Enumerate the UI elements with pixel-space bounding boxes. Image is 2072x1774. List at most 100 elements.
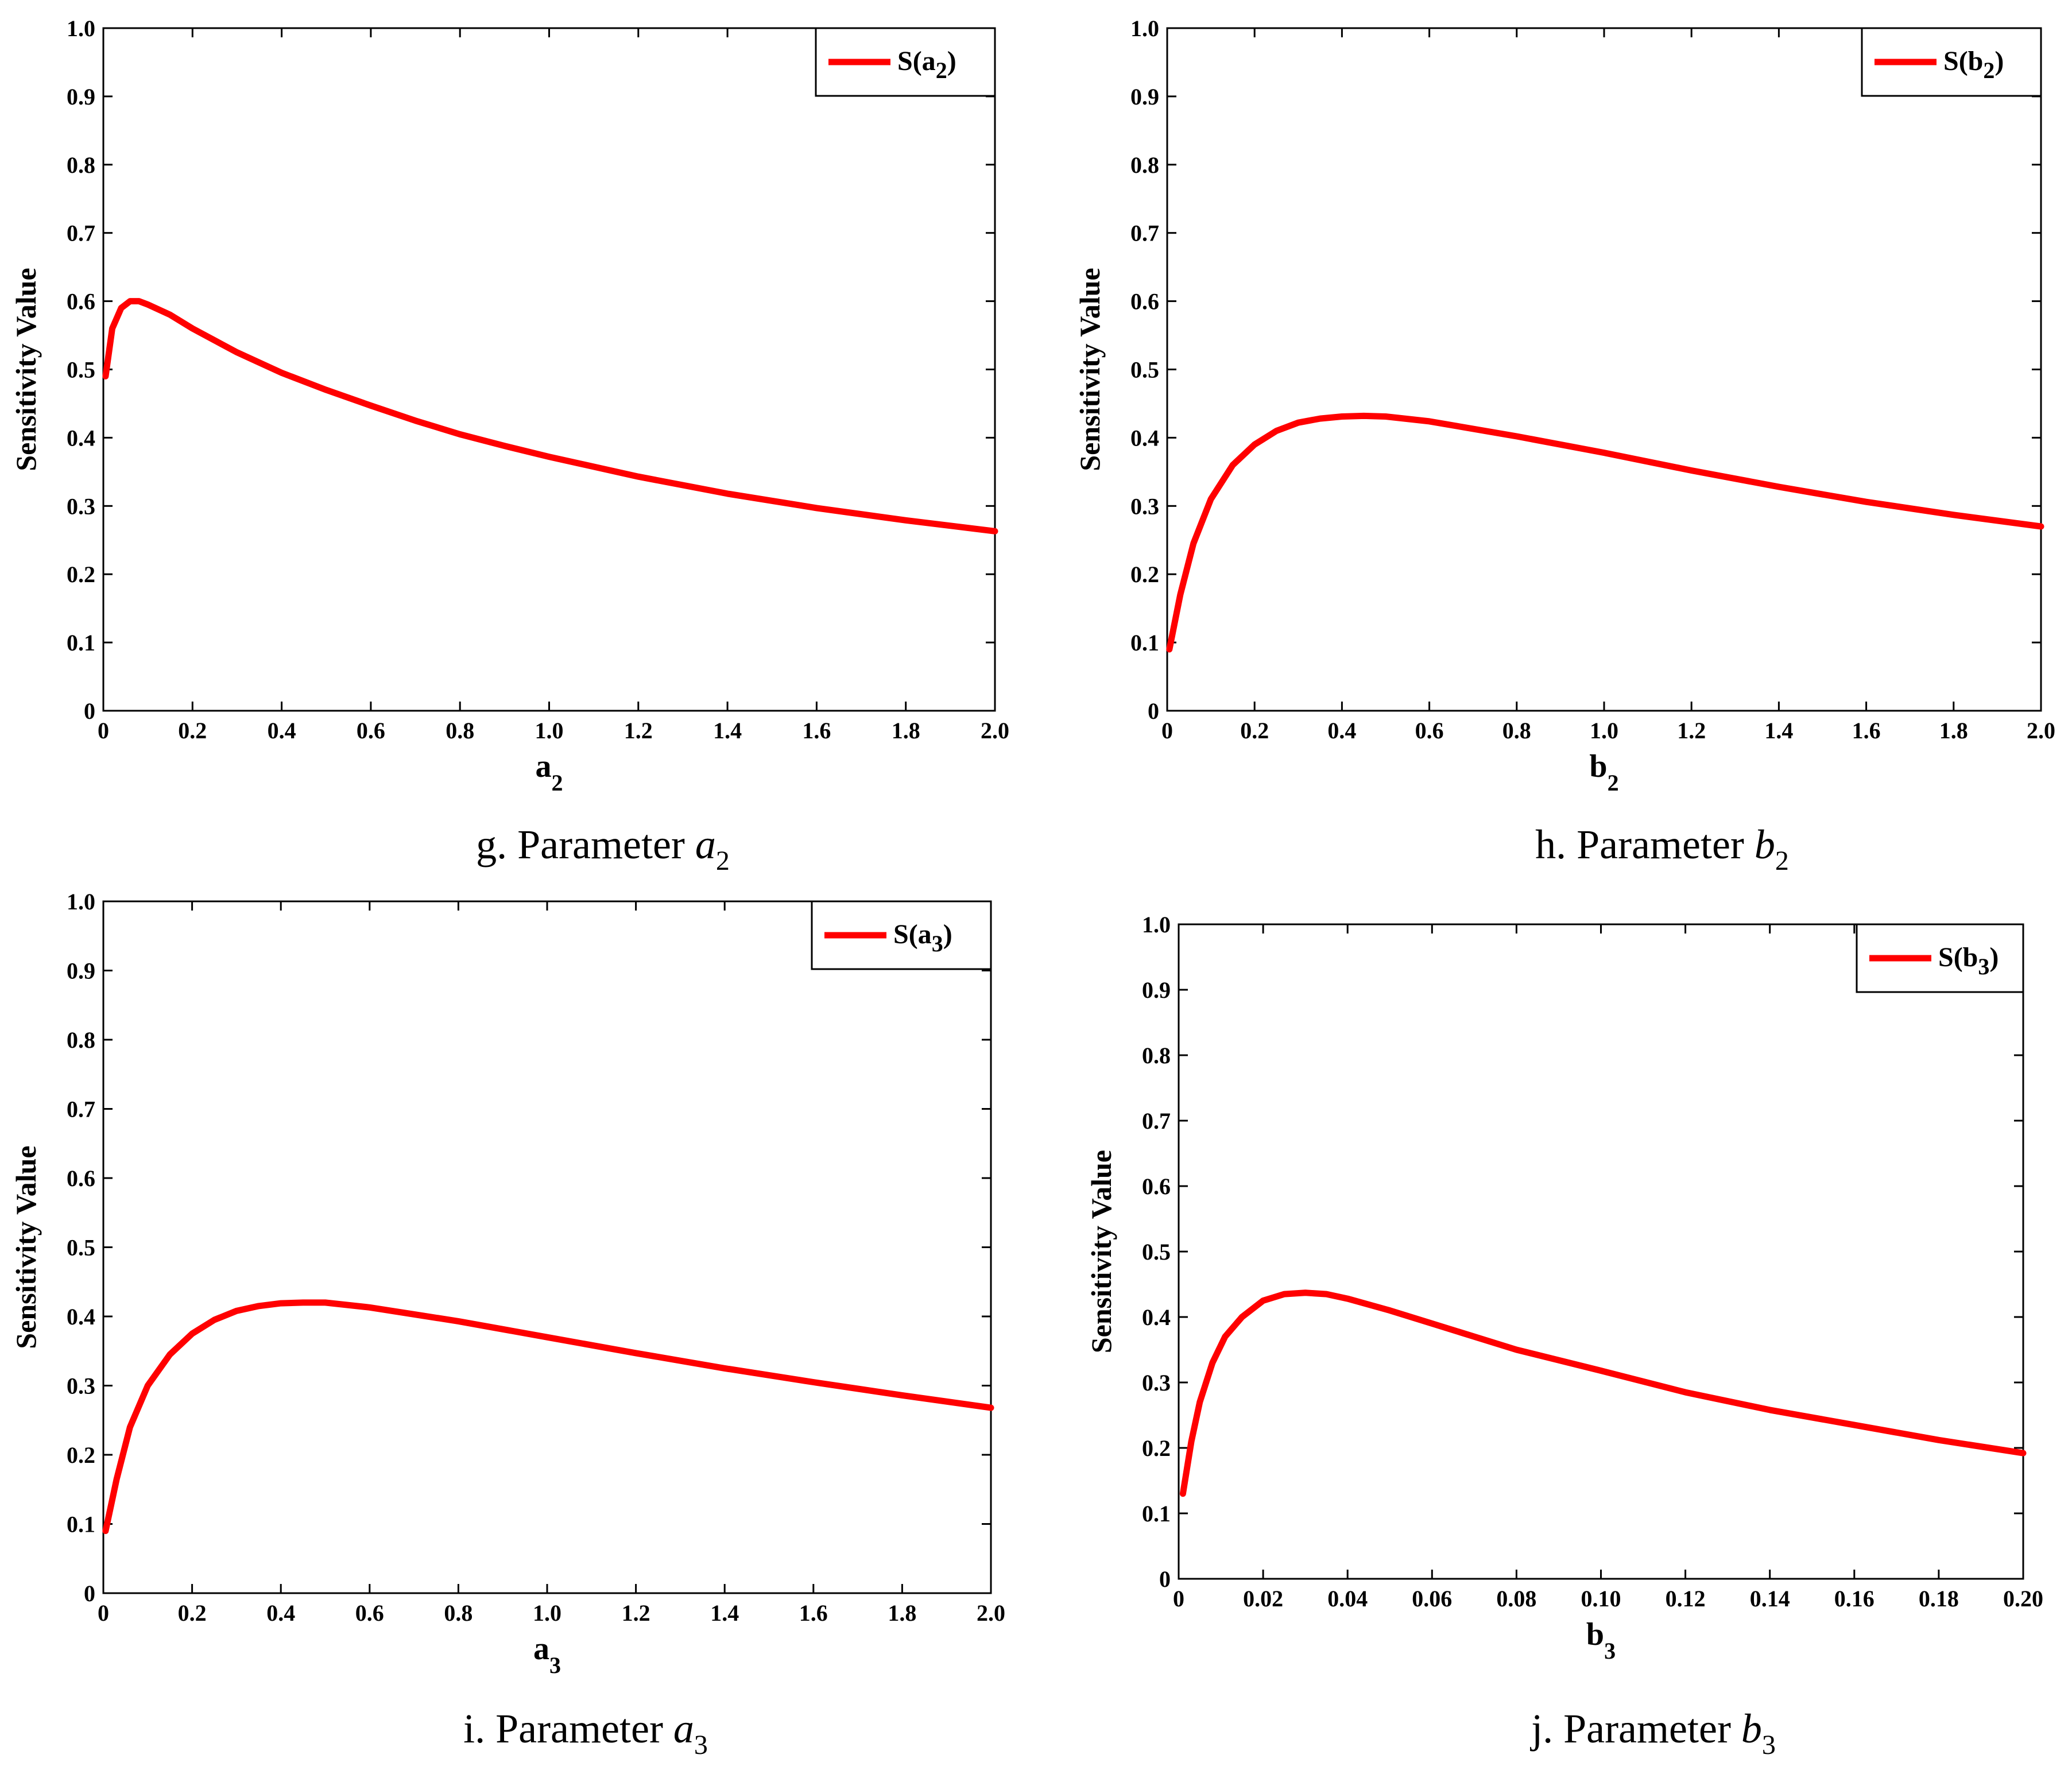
y-axis-label: Sensitivity Value	[10, 268, 42, 471]
x-tick-label: 0.6	[355, 1600, 384, 1626]
x-tick-label: 0.08	[1496, 1586, 1536, 1612]
y-tick-label: 0.9	[1130, 84, 1159, 110]
y-tick-label: 0.2	[1130, 561, 1159, 587]
y-tick-label: 0.3	[1130, 493, 1159, 519]
x-axis-label: b2	[1589, 749, 1618, 796]
x-tick-label: 1.4	[1764, 718, 1793, 743]
x-tick-label: 1.4	[710, 1600, 739, 1626]
legend-label: S(b3)	[1938, 942, 1999, 979]
x-tick-label: 2.0	[981, 718, 1009, 743]
x-tick-label: 1.8	[1939, 718, 1968, 743]
x-tick-label: 0.8	[446, 718, 474, 743]
x-tick-label: 0.8	[1502, 718, 1531, 743]
x-tick-label: 1.0	[533, 1600, 561, 1626]
x-tick-label: 1.0	[535, 718, 564, 743]
y-tick-label: 0	[84, 698, 95, 724]
x-tick-label: 1.6	[1852, 718, 1881, 743]
y-tick-label: 0.7	[67, 220, 95, 246]
x-tick-label: 0.12	[1666, 1586, 1706, 1612]
x-tick-label: 0.04	[1327, 1586, 1368, 1612]
x-tick-label: 1.6	[802, 718, 831, 743]
legend-label: S(a3)	[893, 919, 952, 956]
y-tick-label: 0	[1148, 698, 1159, 724]
x-tick-label: 0	[98, 1600, 109, 1626]
x-tick-label: 0.2	[178, 718, 207, 743]
y-tick-label: 0.5	[1142, 1239, 1171, 1265]
x-tick-label: 2.0	[977, 1600, 1005, 1626]
x-tick-label: 0.18	[1919, 1586, 1959, 1612]
y-tick-label: 0.8	[1142, 1043, 1171, 1068]
x-tick-label: 1.8	[892, 718, 920, 743]
x-tick-label: 1.8	[888, 1600, 916, 1626]
y-tick-label: 1.0	[67, 16, 95, 41]
y-tick-label: 0.2	[1142, 1435, 1171, 1461]
y-tick-label: 0.9	[67, 84, 95, 110]
x-tick-label: 0.20	[2003, 1586, 2043, 1612]
y-tick-label: 1.0	[67, 889, 95, 915]
chart-panel-1: 0 0.2 0.4 0.6 0.8 1.0 1.2 1.4 1.6 1.8 2.0 0 0.1 0.2 0.…	[1074, 16, 2055, 876]
x-tick-label: 1.0	[1590, 718, 1618, 743]
x-axis-label: b3	[1586, 1617, 1616, 1664]
y-tick-label: 0	[1159, 1566, 1171, 1592]
y-tick-label: 1.0	[1130, 16, 1159, 41]
y-tick-label: 0.4	[1130, 425, 1159, 451]
y-tick-label: 0.7	[1130, 220, 1159, 246]
y-tick-label: 0.4	[67, 1304, 95, 1330]
x-tick-label: 1.2	[624, 718, 653, 743]
y-tick-label: 0.2	[67, 561, 95, 587]
y-tick-label: 1.0	[1142, 912, 1171, 938]
x-axis-label: a2	[536, 749, 563, 796]
y-tick-label: 0.4	[67, 425, 95, 451]
panel-caption: i. Parameter a3	[463, 1706, 708, 1760]
x-tick-label: 1.4	[713, 718, 742, 743]
x-tick-label: 0	[98, 718, 109, 743]
y-tick-label: 0.5	[67, 1235, 95, 1261]
x-tick-label: 2.0	[2027, 718, 2055, 743]
x-tick-label: 0.2	[178, 1600, 207, 1626]
y-tick-label: 0.7	[67, 1097, 95, 1122]
y-tick-label: 0.8	[67, 1027, 95, 1053]
x-tick-label: 0.02	[1243, 1586, 1283, 1612]
y-axis-label: Sensitivity Value	[10, 1145, 42, 1349]
y-tick-label: 0.3	[1142, 1370, 1171, 1396]
panel-caption: j. Parameter b3	[1529, 1706, 1776, 1760]
y-tick-label: 0	[84, 1581, 95, 1606]
y-tick-label: 0.3	[67, 493, 95, 519]
y-tick-label: 0.9	[67, 958, 95, 984]
panel-caption: h. Parameter b2	[1535, 822, 1789, 876]
x-tick-label: 1.2	[622, 1600, 650, 1626]
x-tick-label: 0.16	[1834, 1586, 1875, 1612]
y-tick-label: 0.1	[67, 1512, 95, 1537]
legend-label: S(a2)	[897, 46, 956, 83]
y-tick-label: 0.6	[1130, 289, 1159, 315]
x-tick-label: 0.2	[1240, 718, 1269, 743]
chart-panel-2: 0 0.2 0.4 0.6 0.8 1.0 1.2 1.4 1.6 1.8 2.0 0 0.1 0.2 0.…	[10, 889, 1005, 1760]
series-line-S(b3)	[1179, 1289, 2027, 1497]
chart-panel-3: 0 0.02 0.04 0.06 0.08 0.10 0.12 0.14 0.16 0.18 0.2…	[1085, 912, 2043, 1760]
y-axis-label: Sensitivity Value	[1074, 268, 1106, 471]
y-tick-label: 0.1	[1130, 630, 1159, 656]
x-tick-label: 0.4	[1327, 718, 1356, 743]
y-tick-label: 0.1	[1142, 1501, 1171, 1527]
x-tick-label: 0.10	[1581, 1586, 1621, 1612]
y-tick-label: 0.5	[1130, 357, 1159, 383]
y-tick-label: 0.7	[1142, 1108, 1171, 1134]
y-tick-label: 0.2	[67, 1442, 95, 1468]
y-tick-label: 0.6	[1142, 1173, 1171, 1199]
x-tick-label: 0.06	[1412, 1586, 1452, 1612]
x-tick-label: 0.4	[266, 1600, 295, 1626]
y-tick-label: 0.6	[67, 1165, 95, 1191]
panel-caption: g. Parameter a2	[476, 822, 730, 876]
x-tick-label: 0.14	[1750, 1586, 1790, 1612]
y-tick-label: 0.5	[67, 357, 95, 383]
x-axis-label: a3	[533, 1631, 561, 1678]
x-tick-label: 1.6	[799, 1600, 828, 1626]
x-tick-label: 0.8	[444, 1600, 473, 1626]
y-tick-label: 0.1	[67, 630, 95, 656]
chart-panel-0: 0 0.2 0.4 0.6 0.8 1.0 1.2 1.4 1.6 1.8 2.0 0 0.1 0.2 0.…	[10, 16, 1009, 876]
x-tick-label: 0	[1161, 718, 1173, 743]
x-tick-label: 1.2	[1677, 718, 1706, 743]
x-tick-label: 0.4	[268, 718, 296, 743]
